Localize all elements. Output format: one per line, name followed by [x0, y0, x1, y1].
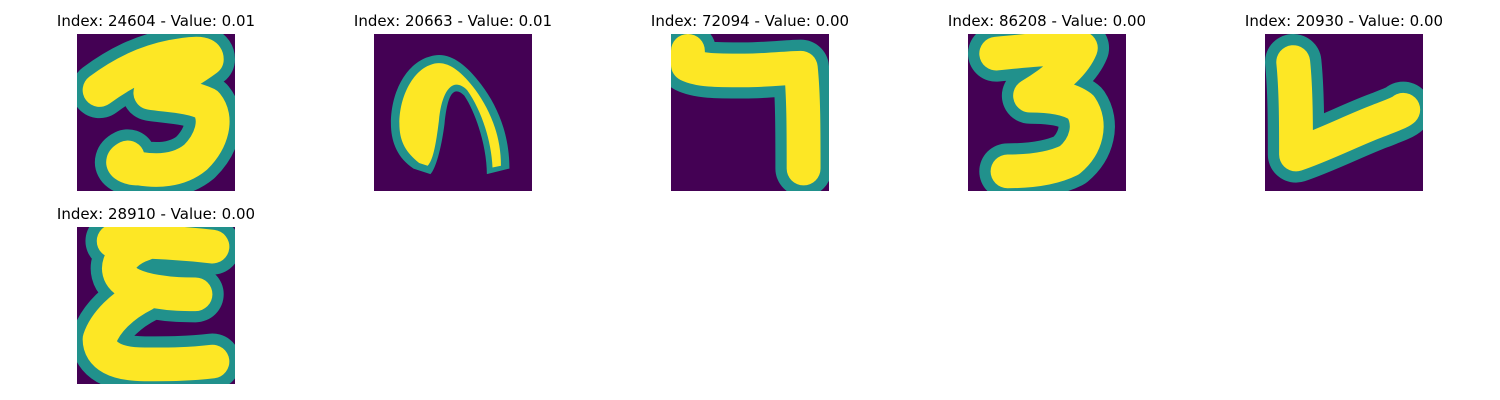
panel-title: Index: 86208 - Value: 0.00 [947, 12, 1147, 30]
panel-title: Index: 20663 - Value: 0.01 [353, 12, 553, 30]
panel-title: Index: 28910 - Value: 0.00 [56, 205, 256, 223]
panel-5: Index: 20930 - Value: 0.00 [1224, 12, 1464, 197]
panel-title: Index: 24604 - Value: 0.01 [56, 12, 256, 30]
panel-2: Index: 20663 - Value: 0.01 [333, 12, 573, 197]
digit-image [671, 34, 829, 191]
panel-title: Index: 72094 - Value: 0.00 [650, 12, 850, 30]
panel-title: Index: 20930 - Value: 0.00 [1244, 12, 1444, 30]
digit-image [77, 34, 235, 191]
panel-4: Index: 86208 - Value: 0.00 [927, 12, 1167, 197]
digit-image [374, 34, 532, 191]
handwritten-stroke [390, 54, 510, 175]
panel-3: Index: 72094 - Value: 0.00 [630, 12, 870, 197]
digit-image [968, 34, 1126, 191]
panel-1: Index: 24604 - Value: 0.01 [36, 12, 276, 197]
handwritten-stroke [968, 34, 1115, 191]
handwritten-stroke [77, 34, 235, 191]
handwritten-stroke [1265, 34, 1423, 183]
panel-6: Index: 28910 - Value: 0.00 [36, 205, 276, 390]
handwritten-stroke [671, 34, 829, 191]
digit-image [77, 227, 235, 384]
handwritten-stroke [77, 227, 235, 384]
digit-image [1265, 34, 1423, 191]
